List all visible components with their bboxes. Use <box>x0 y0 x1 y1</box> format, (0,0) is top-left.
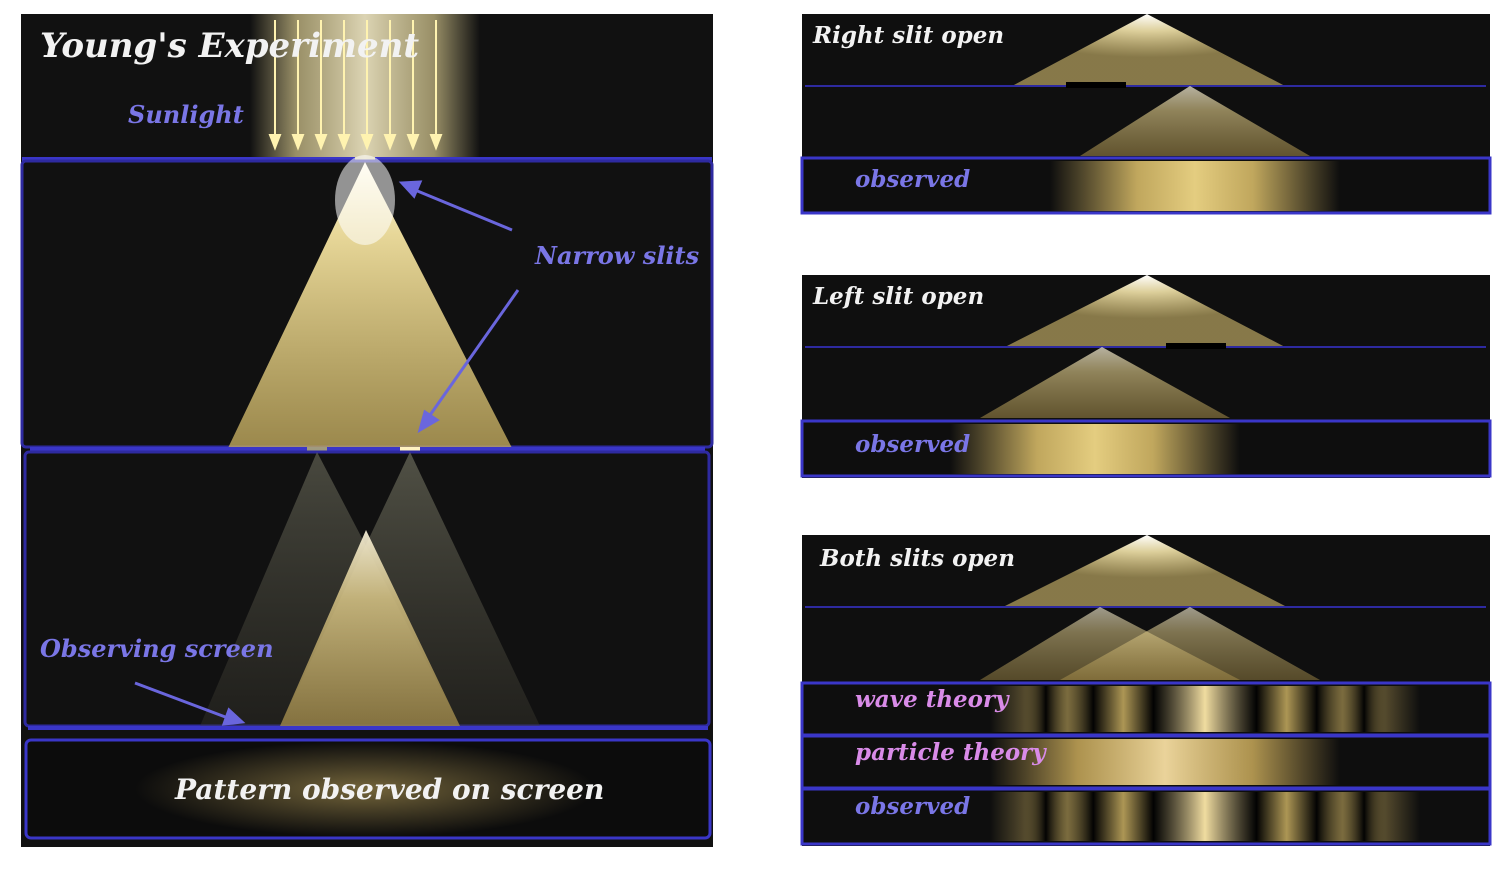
single-slit-light-cone <box>228 162 512 448</box>
narrow-slits-arrows <box>398 180 520 434</box>
both-observed-label: observed <box>855 793 971 820</box>
panel-both-slits-open <box>800 535 1492 846</box>
particle-theory-label: particle theory <box>855 739 1046 766</box>
panel-left-observed-label: observed <box>855 431 971 458</box>
pattern-label: Pattern observed on screen <box>175 773 605 806</box>
panel-right-slit-open <box>800 14 1492 215</box>
narrow-slits-label: Narrow slits <box>535 241 700 270</box>
pattern-box <box>24 738 712 840</box>
panel-left-slit-open <box>800 275 1492 478</box>
overlap-cone <box>280 530 460 726</box>
sunlight-label: Sunlight <box>128 100 244 129</box>
observing-screen-arrow <box>134 681 246 726</box>
panel-title-right-slit: Right slit open <box>813 22 1005 49</box>
sunlight-arrows <box>268 20 443 151</box>
panel-title-both-slits: Both slits open <box>820 545 1015 572</box>
panel-title-left-slit: Left slit open <box>813 283 985 310</box>
main-title: Young's Experiment <box>40 26 420 66</box>
wave-theory-label: wave theory <box>855 686 1009 713</box>
panel-right-observed-label: observed <box>855 166 971 193</box>
main-panel <box>20 14 714 847</box>
observing-screen-label: Observing screen <box>40 634 274 663</box>
sunlight-beam <box>250 14 480 160</box>
